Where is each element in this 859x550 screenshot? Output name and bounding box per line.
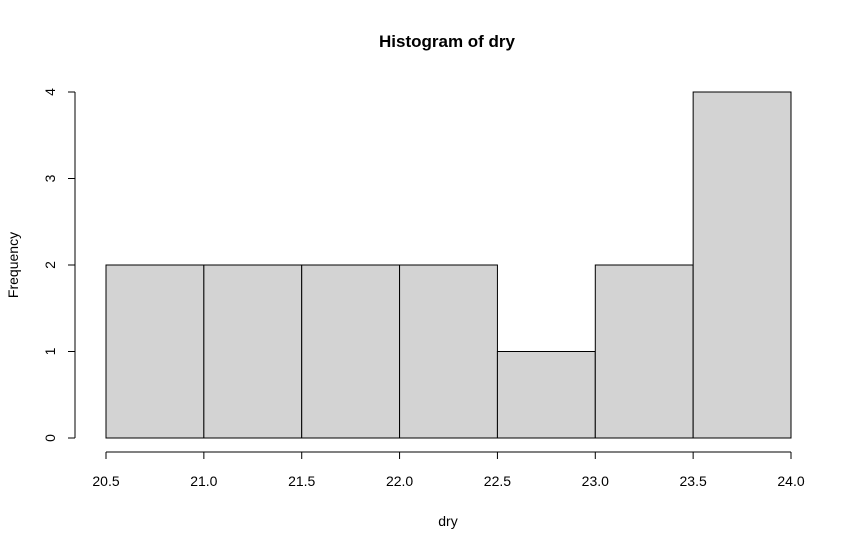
- histogram-bar: [203, 264, 303, 439]
- x-tick-label: 24.0: [777, 473, 804, 489]
- x-tick-label: 23.0: [582, 473, 609, 489]
- chart-title: Histogram of dry: [379, 32, 516, 51]
- histogram-bar: [496, 351, 596, 439]
- x-axis: 20.5 21.0 21.5 22.0 22.5 23.0 23.5 24.0: [92, 451, 805, 489]
- y-tick-label: 3: [42, 174, 58, 182]
- x-axis-label: dry: [438, 513, 457, 529]
- x-tick-label: 21.5: [288, 473, 315, 489]
- y-tick-label: 1: [42, 347, 58, 355]
- x-tick-label: 22.5: [484, 473, 511, 489]
- x-tick-label: 21.0: [190, 473, 217, 489]
- y-tick-label: 0: [42, 434, 58, 442]
- y-tick-label: 4: [42, 88, 58, 96]
- histogram-bar: [594, 264, 694, 439]
- y-tick-label: 2: [42, 261, 58, 269]
- bars-group: [105, 91, 792, 439]
- histogram-bar: [301, 264, 401, 439]
- y-axis: 0 1 2 3 4: [42, 88, 76, 442]
- histogram-bar: [692, 91, 792, 439]
- y-axis-label: Frequency: [5, 232, 21, 298]
- x-tick-label: 22.0: [386, 473, 413, 489]
- histogram-bar: [399, 264, 498, 439]
- histogram-bar: [105, 264, 205, 439]
- x-tick-label: 23.5: [680, 473, 707, 489]
- x-tick-label: 20.5: [92, 473, 119, 489]
